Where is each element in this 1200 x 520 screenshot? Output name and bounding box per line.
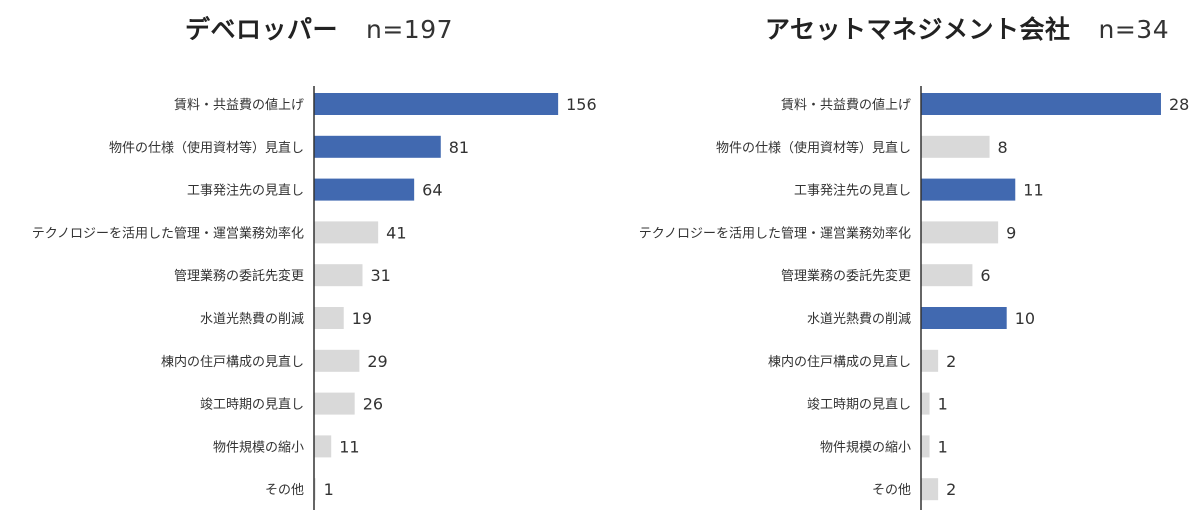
data-label: 28 (1169, 95, 1189, 114)
chart-panel-developer: デベロッパー n=197 賃料・共益費の値上げ 156 物件の仕様（使用資材等）見直し… (32, 10, 597, 510)
category-label: その他 (872, 483, 911, 498)
data-label: 41 (386, 223, 406, 242)
bar (314, 307, 344, 329)
category-label: 物件の仕様（使用資材等）見直し (716, 140, 911, 156)
data-label: 9 (1006, 223, 1016, 242)
data-label: 1 (324, 480, 334, 499)
category-label: 物件規模の縮小 (213, 439, 304, 455)
data-label: 19 (352, 309, 372, 328)
bar (921, 135, 990, 158)
data-label: 81 (449, 138, 469, 157)
category-label: 賃料・共益費の値上げ (781, 97, 911, 113)
category-label: 竣工時期の見直し (200, 398, 304, 413)
bar (921, 93, 1161, 115)
category-label: 管理業務の委託先変更 (781, 268, 911, 284)
data-label: 64 (422, 181, 442, 200)
category-label: 管理業務の委託先変更 (174, 268, 304, 284)
bar (314, 135, 441, 158)
data-label: 26 (363, 395, 383, 414)
data-label: 11 (339, 437, 359, 456)
category-label: 工事発注先の見直し (794, 184, 911, 199)
category-label: 水道光熱費の削減 (200, 311, 304, 327)
bar (921, 435, 930, 458)
bar (314, 349, 360, 372)
chart-panel-asset-management: アセットマネジメント会社 n=34 賃料・共益費の値上げ 28 物件の仕様（使用資材等… (600, 0, 1200, 520)
data-label: 2 (946, 352, 956, 371)
bar (314, 178, 415, 201)
data-label: 11 (1023, 181, 1043, 200)
chart-title-text: アセットマネジメント会社 (765, 15, 1071, 44)
data-label: 2 (946, 480, 956, 499)
bar (921, 349, 939, 372)
data-label: 8 (998, 138, 1008, 157)
bar (314, 221, 379, 244)
category-label: 物件規模の縮小 (820, 439, 911, 455)
bar (921, 178, 1016, 201)
category-label: 棟内の住戸構成の見直し (768, 354, 911, 370)
category-label: テクノロジーを活用した管理・運営業務効率化 (32, 225, 304, 241)
category-label: 棟内の住戸構成の見直し (161, 354, 304, 370)
sample-size-label: n=197 (366, 15, 454, 44)
bar-chart-developer: 賃料・共益費の値上げ 156 物件の仕様（使用資材等）見直し 81 工事発注先の見直し 6… (32, 86, 597, 510)
data-label: 29 (367, 352, 387, 371)
category-label: 賃料・共益費の値上げ (174, 97, 304, 113)
sample-size-label: n=34 (1098, 15, 1170, 44)
data-label: 1 (938, 437, 948, 456)
category-label: その他 (265, 483, 304, 498)
category-label: テクノロジーを活用した管理・運営業務効率化 (639, 225, 911, 241)
bar (921, 221, 999, 244)
bar (921, 264, 973, 287)
chart-title-text: デベロッパー (185, 15, 339, 44)
bar (314, 435, 332, 458)
data-label: 1 (938, 395, 948, 414)
bar (921, 392, 930, 415)
data-label: 10 (1015, 309, 1035, 328)
data-label: 6 (980, 266, 990, 285)
category-label: 水道光熱費の削減 (807, 311, 911, 327)
bar (921, 478, 939, 501)
bar (921, 307, 1007, 329)
chart-title: アセットマネジメント会社 n=34 (765, 10, 1169, 46)
bar (314, 392, 355, 415)
category-label: 竣工時期の見直し (807, 398, 911, 413)
bar (314, 264, 363, 287)
bar (314, 93, 559, 115)
category-label: 物件の仕様（使用資材等）見直し (109, 140, 304, 156)
data-label: 31 (371, 266, 391, 285)
bar (314, 478, 316, 501)
data-label: 156 (566, 95, 597, 114)
category-label: 工事発注先の見直し (187, 184, 304, 199)
chart-title: デベロッパー n=197 (185, 10, 453, 46)
